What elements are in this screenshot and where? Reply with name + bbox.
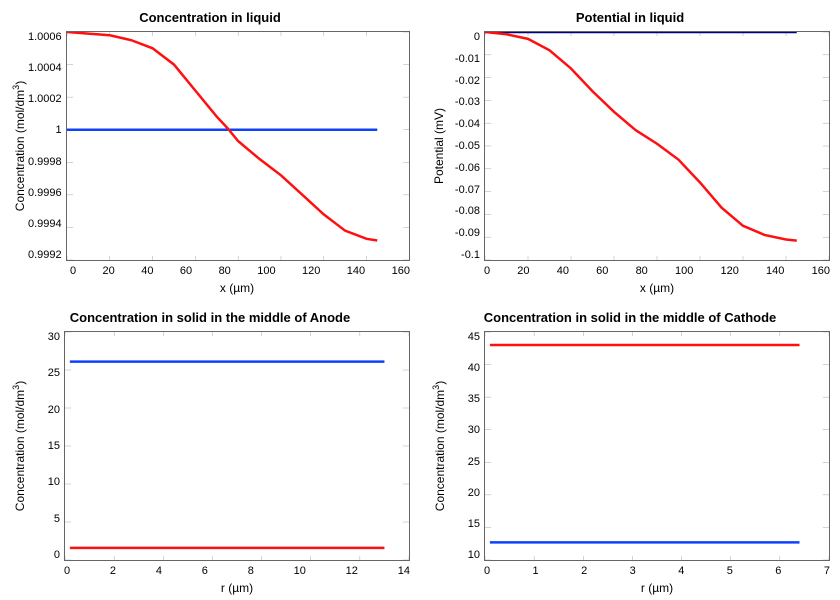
tick-label: -0.09	[455, 227, 480, 239]
plot-area	[66, 31, 410, 261]
tick-label: 1	[533, 565, 539, 577]
tick-label: 1.0002	[28, 93, 62, 105]
chart-title: Concentration in solid in the middle of …	[10, 310, 410, 325]
tick-label: 100	[257, 265, 275, 277]
tick-label: 10	[468, 549, 480, 561]
tick-label: 0	[484, 565, 490, 577]
tick-label: 160	[392, 265, 410, 277]
chart-grid: Concentration in liquid Concentration (m…	[0, 0, 840, 600]
tick-label: -0.04	[455, 118, 480, 130]
series-red-curve	[485, 32, 797, 241]
tick-label: 100	[675, 265, 693, 277]
tick-label: 1.0004	[28, 62, 62, 74]
tick-label: 10	[294, 565, 306, 577]
x-axis-label: r (µm)	[484, 581, 830, 595]
chart-title: Potential in liquid	[430, 10, 830, 25]
tick-label: 45	[468, 331, 480, 343]
tick-label: 20	[517, 265, 529, 277]
tick-label: 2	[110, 565, 116, 577]
panel-conc-liquid: Concentration in liquid Concentration (m…	[0, 0, 420, 300]
plot-area	[64, 331, 410, 561]
series-red-curve	[67, 32, 377, 240]
tick-label: 40	[141, 265, 153, 277]
panel-potential-liquid: Potential in liquid Potential (mV) 0 -0.0…	[420, 0, 840, 300]
tick-label: 1.0006	[28, 31, 62, 43]
tick-label: 3	[630, 565, 636, 577]
tick-label: 60	[180, 265, 192, 277]
tick-label: 4	[678, 565, 684, 577]
tick-label: 0	[70, 265, 76, 277]
tick-label: -0.05	[455, 140, 480, 152]
y-axis-label: Concentration (mol/dm3)	[431, 381, 447, 511]
x-ticks: 0 2 4 6 8 10 12 14	[64, 565, 410, 577]
panel-conc-cathode: Concentration in solid in the middle of …	[420, 300, 840, 600]
y-ticks: 30 25 20 15 10 5 0	[28, 331, 64, 561]
y-axis-label: Concentration (mol/dm3)	[11, 81, 27, 211]
tick-label: 2	[581, 565, 587, 577]
tick-label: 1	[56, 124, 62, 136]
tick-label: 0	[54, 549, 60, 561]
y-axis-label: Concentration (mol/dm3)	[11, 381, 27, 511]
tick-label: 5	[54, 513, 60, 525]
tick-label: 25	[468, 456, 480, 468]
tick-label: 12	[346, 565, 358, 577]
tick-label: 20	[103, 265, 115, 277]
tick-label: 0.9998	[28, 156, 62, 168]
tick-label: 0.9994	[28, 218, 62, 230]
tick-label: 15	[48, 440, 60, 452]
tick-label: 7	[824, 565, 830, 577]
tick-label: -0.03	[455, 96, 480, 108]
tick-label: -0.07	[455, 184, 480, 196]
plot-area	[484, 331, 830, 561]
tick-label: 80	[219, 265, 231, 277]
tick-label: 40	[468, 362, 480, 374]
tick-label: 6	[202, 565, 208, 577]
x-axis-label: r (µm)	[64, 581, 410, 595]
y-ticks: 1.0006 1.0004 1.0002 1 0.9998 0.9996 0.9994 0.9…	[28, 31, 66, 261]
tick-label: -0.1	[461, 249, 480, 261]
tick-label: 35	[468, 393, 480, 405]
panel-conc-anode: Concentration in solid in the middle of …	[0, 300, 420, 600]
tick-label: 120	[302, 265, 320, 277]
tick-label: -0.01	[455, 53, 480, 65]
tick-label: 15	[468, 518, 480, 530]
tick-label: 30	[48, 331, 60, 343]
plot-area	[484, 31, 830, 261]
chart-title: Concentration in solid in the middle of …	[430, 310, 830, 325]
x-ticks: 0 1 2 3 4 5 6 7	[484, 565, 830, 577]
tick-label: 0.9992	[28, 249, 62, 261]
tick-label: 5	[727, 565, 733, 577]
tick-label: -0.06	[455, 162, 480, 174]
tick-label: 6	[775, 565, 781, 577]
tick-label: 0	[484, 265, 490, 277]
tick-label: 0	[64, 565, 70, 577]
tick-label: 20	[468, 487, 480, 499]
x-axis-label: x (µm)	[484, 281, 830, 295]
tick-label: 140	[766, 265, 784, 277]
tick-label: 20	[48, 404, 60, 416]
y-ticks: 0 -0.01 -0.02 -0.03 -0.04 -0.05 -0.06 -0.07 -0.0…	[448, 31, 484, 261]
tick-label: 30	[468, 424, 480, 436]
x-ticks: 0 20 40 60 80 100 120 140 160	[484, 265, 830, 277]
tick-label: 8	[248, 565, 254, 577]
tick-label: 40	[557, 265, 569, 277]
tick-label: 80	[636, 265, 648, 277]
tick-label: 60	[596, 265, 608, 277]
tick-label: -0.08	[455, 205, 480, 217]
tick-label: 120	[721, 265, 739, 277]
y-ticks: 45 40 35 30 25 20 15 10	[448, 331, 484, 561]
x-axis-label: x (µm)	[64, 281, 410, 295]
tick-label: -0.02	[455, 75, 480, 87]
tick-label: 4	[156, 565, 162, 577]
chart-title: Concentration in liquid	[10, 10, 410, 25]
tick-label: 140	[347, 265, 365, 277]
tick-label: 160	[812, 265, 830, 277]
x-ticks: 0 20 40 60 80 100 120 140 160	[70, 265, 410, 277]
tick-label: 14	[398, 565, 410, 577]
tick-label: 25	[48, 367, 60, 379]
tick-label: 0.9996	[28, 187, 62, 199]
tick-label: 0	[474, 31, 480, 43]
tick-label: 10	[48, 476, 60, 488]
y-axis-label: Potential (mV)	[432, 108, 446, 184]
